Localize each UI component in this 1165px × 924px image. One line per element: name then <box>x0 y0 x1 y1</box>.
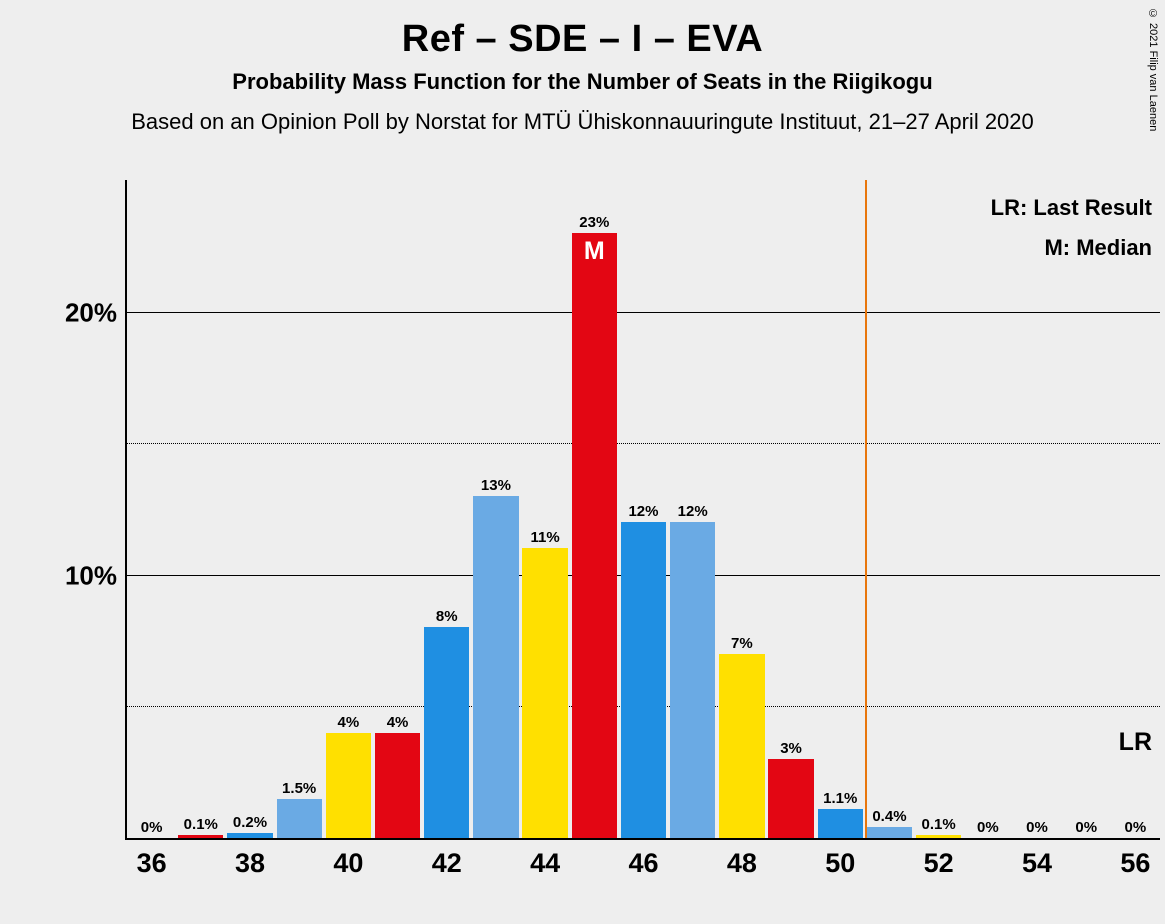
bar-value-label: 11% <box>531 529 560 548</box>
bar-value-label: 4% <box>338 714 360 733</box>
copyright-text: © 2021 Filip van Laenen <box>1147 8 1159 131</box>
bar-value-label: 23% <box>579 214 609 233</box>
bar-value-label: 12% <box>628 503 658 522</box>
bar-value-label: 8% <box>436 608 458 627</box>
chart-subtitle: Probability Mass Function for the Number… <box>0 69 1165 95</box>
bar: 23%M <box>572 233 617 838</box>
bar: 0.1% <box>178 835 223 838</box>
bar-value-label: 3% <box>780 740 802 759</box>
x-axis-label: 36 <box>137 838 167 879</box>
legend: LR: Last Result M: Median <box>991 188 1152 267</box>
x-axis-label: 44 <box>530 838 560 879</box>
gridline-major: 20% <box>127 312 1160 313</box>
chart-title: Ref – SDE – I – EVA <box>0 0 1165 61</box>
bar: 4% <box>326 733 371 838</box>
bar-value-label: 0% <box>977 819 999 838</box>
x-axis-label: 52 <box>924 838 954 879</box>
legend-median: M: Median <box>991 228 1152 268</box>
bar: 7% <box>719 654 764 838</box>
bar: 8% <box>424 627 469 838</box>
bar: 1.1% <box>818 809 863 838</box>
bar-value-label: 1.5% <box>282 780 316 799</box>
bar-value-label: 0.4% <box>872 808 906 827</box>
x-axis-label: 56 <box>1120 838 1150 879</box>
bar-value-label: 0% <box>1026 819 1048 838</box>
bar: 12% <box>621 522 666 838</box>
bar-value-label: 1.1% <box>823 790 857 809</box>
median-marker: M <box>572 237 617 266</box>
bar: 12% <box>670 522 715 838</box>
bar: 4% <box>375 733 420 838</box>
bar: 1.5% <box>277 799 322 838</box>
bar-value-label: 7% <box>731 635 753 654</box>
x-axis-label: 54 <box>1022 838 1052 879</box>
bar-value-label: 0% <box>1075 819 1097 838</box>
bar-value-label: 0.2% <box>233 814 267 833</box>
legend-lr: LR: Last Result <box>991 188 1152 228</box>
bar: 11% <box>522 548 567 838</box>
chart-plot-area: LR: Last Result M: Median 10%20%LR0%0.1%… <box>125 180 1160 840</box>
bar-value-label: 0% <box>1125 819 1147 838</box>
bar-value-label: 0.1% <box>184 816 218 835</box>
bar-value-label: 12% <box>678 503 708 522</box>
x-axis-label: 48 <box>727 838 757 879</box>
lr-axis-label: LR <box>1119 728 1152 757</box>
bar: 13% <box>473 496 518 838</box>
x-axis-label: 38 <box>235 838 265 879</box>
bar-value-label: 4% <box>387 714 409 733</box>
last-result-line <box>865 180 867 838</box>
x-axis-label: 50 <box>825 838 855 879</box>
x-axis-label: 40 <box>333 838 363 879</box>
bar-value-label: 13% <box>481 477 511 496</box>
x-axis-label: 42 <box>432 838 462 879</box>
bar-value-label: 0.1% <box>922 816 956 835</box>
bar: 0.4% <box>867 827 912 838</box>
y-axis-label: 10% <box>65 560 127 591</box>
bar-value-label: 0% <box>141 819 163 838</box>
gridline-minor <box>127 443 1160 444</box>
y-axis-label: 20% <box>65 297 127 328</box>
chart-source: Based on an Opinion Poll by Norstat for … <box>0 109 1165 135</box>
x-axis-label: 46 <box>628 838 658 879</box>
bar: 3% <box>768 759 813 838</box>
